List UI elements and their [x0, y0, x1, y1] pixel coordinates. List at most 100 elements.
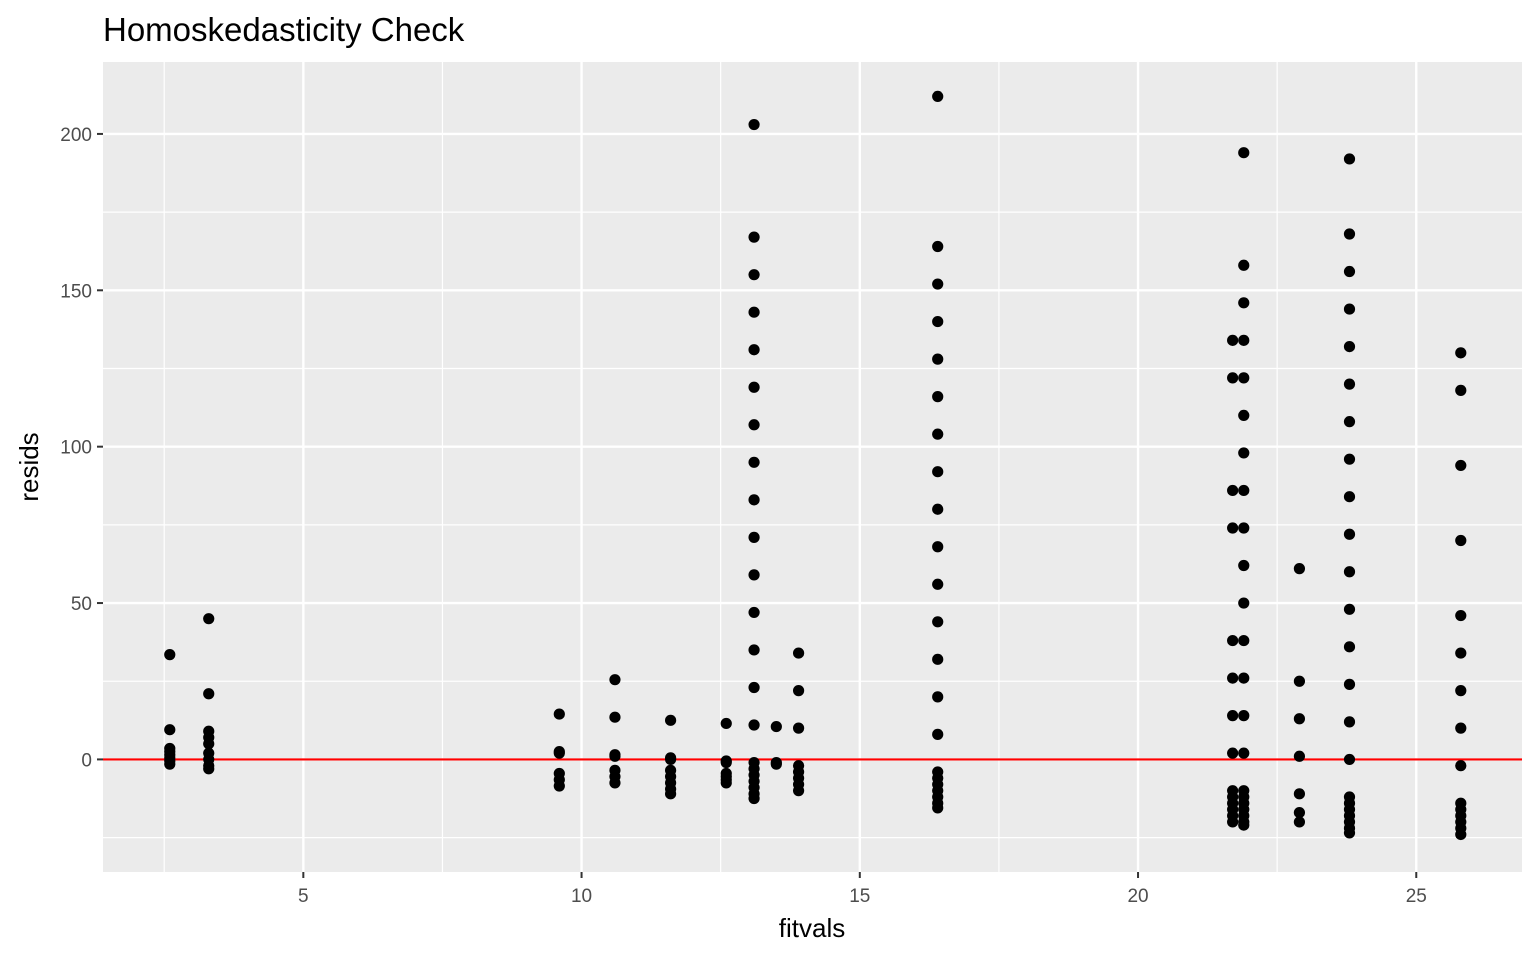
chart-title: Homoskedasticity Check	[103, 11, 465, 48]
data-point	[1238, 559, 1250, 572]
data-point	[1343, 566, 1356, 578]
data-point	[1227, 816, 1239, 828]
data-point	[1293, 806, 1306, 819]
data-point	[748, 681, 760, 694]
data-point	[609, 777, 621, 789]
data-point	[1238, 597, 1250, 609]
data-point	[1343, 827, 1356, 839]
data-point	[932, 240, 944, 253]
data-point	[748, 606, 760, 619]
data-point	[932, 691, 944, 703]
data-point	[1455, 722, 1467, 734]
data-point	[748, 269, 760, 281]
data-point	[164, 758, 176, 770]
data-point	[1455, 534, 1467, 547]
data-point	[748, 531, 760, 543]
data-point	[1238, 819, 1250, 831]
data-point	[164, 649, 176, 661]
data-point	[665, 714, 677, 726]
x-axis: 5 10 15 20 25	[298, 872, 1427, 907]
data-point	[1455, 647, 1467, 659]
data-point	[1238, 297, 1250, 309]
data-point	[1343, 303, 1356, 315]
data-point	[792, 785, 805, 797]
data-point	[932, 578, 944, 590]
data-point	[1238, 147, 1250, 159]
data-point	[203, 763, 215, 775]
data-point	[932, 428, 944, 440]
data-point	[1227, 522, 1239, 534]
data-point	[748, 231, 760, 243]
data-point	[932, 90, 944, 103]
x-tick-label: 10	[571, 886, 592, 907]
data-point	[748, 118, 760, 131]
data-point	[748, 569, 760, 581]
data-point	[1293, 563, 1306, 575]
data-point	[1343, 378, 1356, 390]
data-point	[1238, 447, 1250, 459]
data-point	[203, 688, 215, 700]
data-point	[748, 494, 760, 506]
y-tick-label: 100	[60, 438, 92, 459]
data-point	[748, 792, 760, 805]
y-tick-label: 0	[81, 750, 92, 771]
data-point	[1343, 716, 1356, 728]
data-point	[1227, 672, 1239, 684]
data-point	[203, 613, 215, 625]
data-point	[770, 720, 782, 733]
data-point	[770, 758, 782, 770]
x-tick-label: 15	[849, 886, 870, 907]
data-point	[1293, 816, 1306, 828]
data-point	[720, 756, 732, 769]
data-point	[932, 653, 944, 665]
data-point	[609, 750, 621, 762]
data-point	[932, 541, 944, 553]
data-point	[1343, 228, 1356, 240]
data-point	[932, 353, 944, 365]
x-tick-label: 25	[1406, 886, 1427, 907]
data-point	[1455, 828, 1467, 841]
data-point	[932, 278, 944, 290]
data-point	[1227, 710, 1239, 722]
data-point	[1227, 747, 1239, 759]
data-point	[1293, 675, 1306, 687]
data-point	[1238, 484, 1250, 497]
plot-panel	[103, 62, 1522, 872]
data-point	[748, 456, 760, 468]
data-point	[792, 685, 805, 697]
data-point	[1455, 347, 1467, 359]
data-point	[665, 788, 677, 800]
data-point	[748, 719, 760, 731]
data-point	[1238, 522, 1250, 534]
data-point	[720, 717, 732, 730]
data-point	[1343, 340, 1356, 353]
data-point	[932, 802, 944, 814]
y-tick-label: 150	[60, 281, 92, 302]
data-point	[932, 466, 944, 478]
data-point	[932, 391, 944, 403]
data-point	[748, 344, 760, 356]
data-point	[1343, 491, 1356, 503]
major-gridlines	[103, 62, 1522, 872]
data-point	[1238, 334, 1250, 346]
x-axis-title: fitvals	[779, 913, 845, 943]
data-point	[1227, 634, 1239, 647]
data-point	[1238, 372, 1250, 384]
data-point	[932, 616, 944, 628]
data-point	[720, 777, 732, 789]
data-point	[792, 722, 805, 734]
data-points	[164, 90, 1467, 841]
data-point	[748, 306, 760, 318]
data-point	[1343, 153, 1356, 165]
data-point	[1293, 750, 1306, 762]
x-tick-label: 20	[1127, 886, 1148, 907]
data-point	[1455, 760, 1467, 772]
data-point	[1343, 528, 1356, 540]
data-point	[1238, 259, 1250, 271]
data-point	[1238, 710, 1250, 722]
minor-gridlines	[103, 62, 1522, 872]
y-tick-label: 200	[60, 125, 92, 146]
data-point	[1293, 788, 1306, 800]
